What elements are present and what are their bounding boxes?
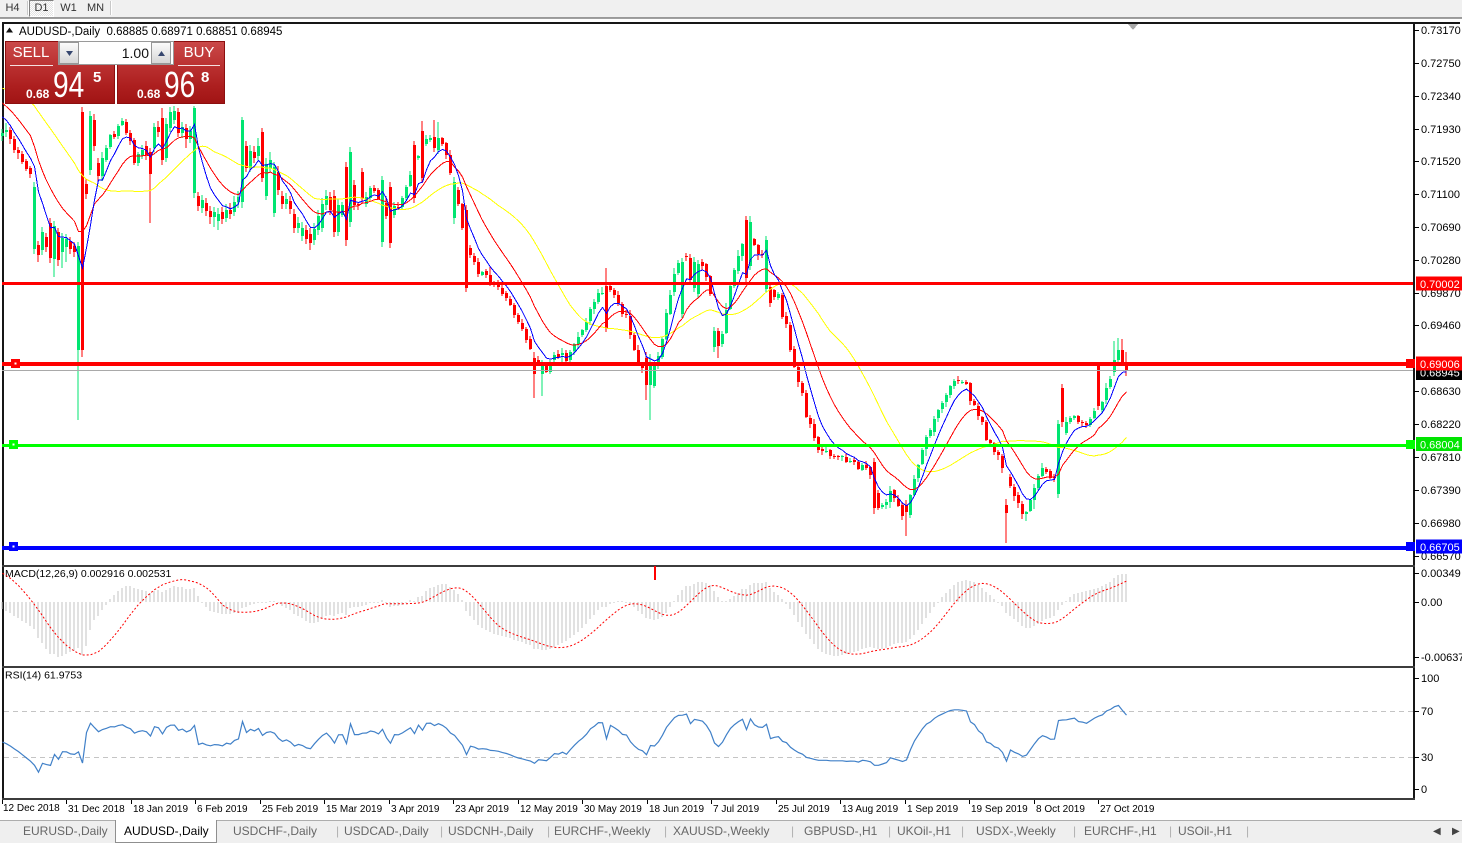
svg-text:100: 100 (1421, 673, 1439, 685)
svg-text:0.66570: 0.66570 (1421, 551, 1461, 563)
svg-text:7 Jul 2019: 7 Jul 2019 (713, 804, 760, 815)
svg-text:0.70280: 0.70280 (1421, 255, 1461, 267)
svg-text:0.68220: 0.68220 (1421, 419, 1461, 431)
svg-text:25 Jul 2019: 25 Jul 2019 (778, 804, 830, 815)
svg-text:0.69006: 0.69006 (1420, 359, 1460, 371)
svg-text:12 Dec 2018: 12 Dec 2018 (3, 803, 60, 814)
svg-text:0.66980: 0.66980 (1421, 518, 1461, 530)
svg-text:0.73170: 0.73170 (1421, 25, 1461, 37)
svg-text:0.68630: 0.68630 (1421, 386, 1461, 398)
svg-text:AUDUSD-,Daily 0.68885 0.68971: AUDUSD-,Daily 0.68885 0.68971 0.68851 0.… (19, 26, 282, 38)
svg-text:18 Jan 2019: 18 Jan 2019 (133, 804, 188, 815)
svg-text:15 Mar 2019: 15 Mar 2019 (326, 804, 383, 815)
svg-text:0.67810: 0.67810 (1421, 452, 1461, 464)
svg-text:8 Oct 2019: 8 Oct 2019 (1036, 804, 1085, 815)
svg-text:MACD(12,26,9) 0.002916 0.00253: MACD(12,26,9) 0.002916 0.002531 (5, 568, 172, 580)
svg-text:0: 0 (1421, 784, 1427, 796)
svg-text:3 Apr 2019: 3 Apr 2019 (391, 804, 440, 815)
svg-text:RSI(14) 61.9753: RSI(14) 61.9753 (5, 670, 82, 682)
svg-text:6 Feb 2019: 6 Feb 2019 (197, 804, 248, 815)
svg-text:0.67390: 0.67390 (1421, 485, 1461, 497)
svg-text:0.71100: 0.71100 (1421, 189, 1460, 201)
svg-text:30: 30 (1421, 752, 1433, 764)
svg-text:31 Dec 2018: 31 Dec 2018 (68, 804, 125, 815)
svg-text:18 Jun 2019: 18 Jun 2019 (649, 804, 704, 815)
svg-text:0.66705: 0.66705 (1420, 542, 1460, 554)
svg-text:0.00349: 0.00349 (1421, 568, 1461, 580)
svg-text:0.69870: 0.69870 (1421, 288, 1461, 300)
svg-text:0.69460: 0.69460 (1421, 320, 1461, 332)
svg-text:0.72340: 0.72340 (1421, 91, 1461, 103)
svg-text:70: 70 (1421, 706, 1433, 718)
svg-text:13 Aug 2019: 13 Aug 2019 (842, 804, 899, 815)
svg-text:0.72750: 0.72750 (1421, 58, 1461, 70)
svg-text:1 Sep 2019: 1 Sep 2019 (907, 804, 959, 815)
svg-text:-0.00637: -0.00637 (1421, 652, 1462, 664)
svg-text:0.70002: 0.70002 (1420, 279, 1460, 291)
svg-text:0.70690: 0.70690 (1421, 222, 1461, 234)
svg-text:12 May 2019: 12 May 2019 (520, 804, 578, 815)
svg-text:30 May 2019: 30 May 2019 (584, 804, 642, 815)
svg-text:0.71520: 0.71520 (1421, 156, 1461, 168)
svg-text:23 Apr 2019: 23 Apr 2019 (455, 804, 509, 815)
svg-text:27 Oct 2019: 27 Oct 2019 (1100, 804, 1155, 815)
svg-text:25 Feb 2019: 25 Feb 2019 (262, 804, 319, 815)
svg-text:0.68004: 0.68004 (1420, 440, 1460, 452)
svg-text:19 Sep 2019: 19 Sep 2019 (971, 804, 1028, 815)
svg-text:0.00: 0.00 (1421, 597, 1442, 609)
svg-text:0.71930: 0.71930 (1421, 124, 1461, 136)
